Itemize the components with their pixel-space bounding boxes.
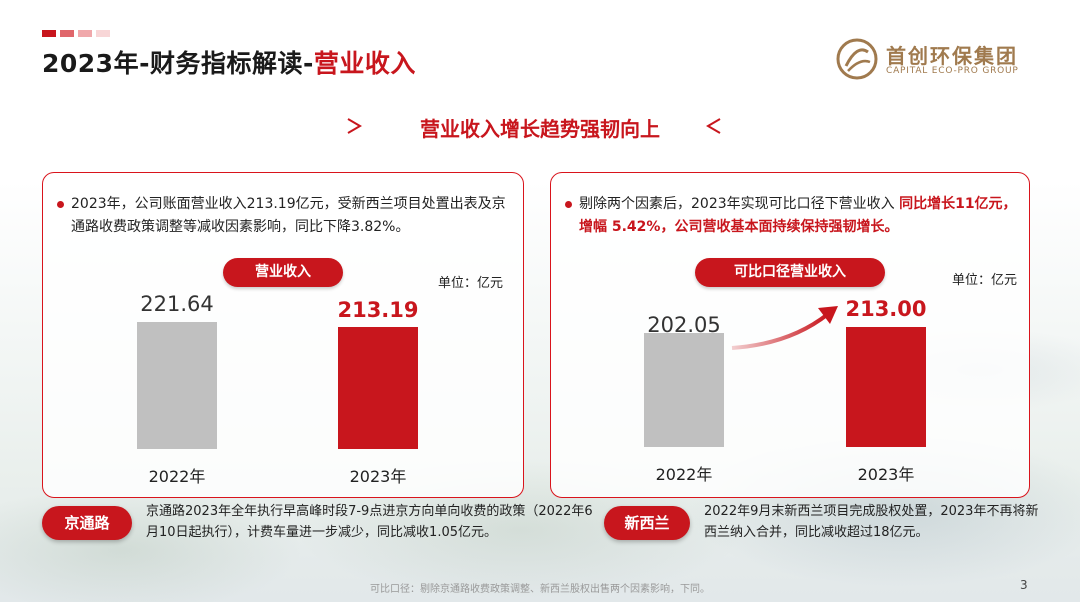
note-tag-new-zealand: 新西兰 [604, 506, 690, 540]
bar-value-2022: 202.05 [647, 313, 721, 337]
title-decoration [42, 30, 110, 37]
growth-arrow-icon [731, 306, 838, 350]
logo-name-en: CAPITAL ECO-PRO GROUP [886, 66, 1019, 76]
bullet-dot [565, 201, 572, 208]
bullet-dot [57, 201, 64, 208]
comparable-unit: 单位：亿元 [952, 273, 1018, 288]
logo-name-cn: 首创环保集团 [886, 44, 1018, 68]
bar-2023 [338, 327, 418, 449]
note-text-jingtong: 京通路2023年全年执行早高峰时段7-9点进京方向单向收费的政策（2022年6月… [146, 504, 593, 540]
comparable-revenue-card: 剔除两个因素后，2023年实现可比口径下营业收入 同比增长11亿元，增幅 5.4… [550, 172, 1030, 498]
bar-value-2023: 213.19 [337, 298, 419, 322]
footnote: 可比口径：剔除京通路收费政策调整、新西兰股权出售两个因素影响，下同。 [370, 584, 710, 595]
page-number: 3 [1020, 578, 1028, 592]
right-arrow-icon [706, 118, 994, 134]
comparable-highlight: 同比增长11亿元，增幅 5.42%，公司营收基本面持续保持强韧增长。 [579, 196, 1017, 235]
category-label-2023: 2023年 [349, 467, 407, 486]
bar-value-2022: 221.64 [140, 292, 214, 316]
comparable-text: 剔除两个因素后，2023年实现可比口径下营业收入 [579, 196, 900, 212]
page-title: 2023年-财务指标解读-营业收入 [42, 44, 416, 80]
revenue-description: 2023年，公司账面营业收入213.19亿元，受新西兰项目处置出表及京通路收费政… [57, 193, 511, 239]
revenue-card: 2023年，公司账面营业收入213.19亿元，受新西兰项目处置出表及京通路收费政… [42, 172, 524, 498]
revenue-text: 2023年，公司账面营业收入213.19亿元，受新西兰项目处置出表及京通路收费政… [71, 196, 506, 235]
category-label-2022: 2022年 [655, 465, 713, 484]
left-arrow-icon [84, 118, 362, 134]
note-tag-jingtong: 京通路 [42, 506, 132, 540]
bar-2023 [846, 327, 926, 447]
bar-2022 [137, 322, 217, 449]
category-label-2022: 2022年 [148, 467, 206, 486]
section-subtitle: 营业收入增长趋势强韧向上 [420, 117, 660, 141]
comparable-chart-title: 可比口径营业收入 [695, 258, 885, 287]
title-accent: 营业收入 [313, 49, 416, 78]
revenue-unit: 单位：亿元 [438, 276, 504, 291]
company-logo: 首创环保集团 CAPITAL ECO-PRO GROUP [836, 38, 1036, 82]
revenue-chart-title: 营业收入 [223, 258, 343, 287]
comparable-description: 剔除两个因素后，2023年实现可比口径下营业收入 同比增长11亿元，增幅 5.4… [565, 193, 1017, 239]
bar-value-2023: 213.00 [845, 297, 927, 321]
bar-2022 [644, 333, 724, 447]
note-text-new-zealand: 2022年9月末新西兰项目完成股权处置，2023年不再将新西兰纳入合并，同比减收… [704, 504, 1039, 540]
title-main: 2023年-财务指标解读- [42, 49, 314, 78]
logo-emblem-icon [836, 38, 878, 80]
category-label-2023: 2023年 [857, 465, 915, 484]
